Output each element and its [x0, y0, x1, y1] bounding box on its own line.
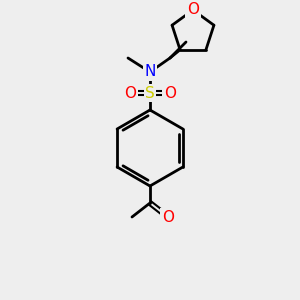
- Text: O: O: [162, 209, 174, 224]
- Text: S: S: [145, 85, 155, 100]
- Text: O: O: [187, 2, 199, 17]
- Text: N: N: [144, 64, 156, 80]
- Text: O: O: [164, 85, 176, 100]
- Text: O: O: [124, 85, 136, 100]
